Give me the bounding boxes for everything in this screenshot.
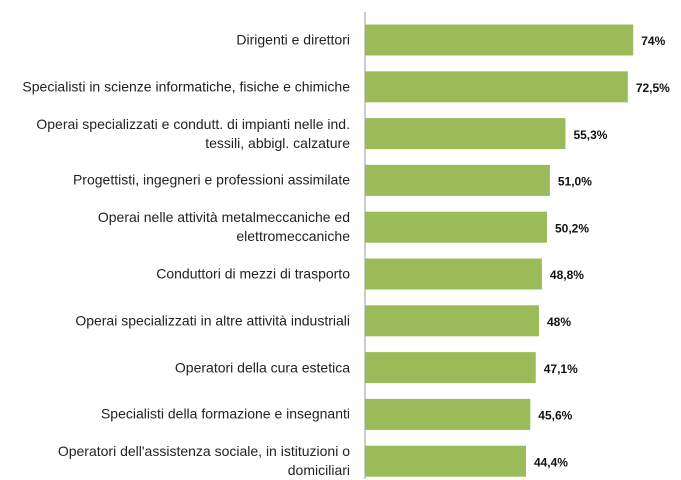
bar (365, 118, 566, 150)
value-label: 51,0% (558, 175, 592, 189)
category-label: Specialisti in scienze informatiche, fis… (22, 78, 350, 95)
value-label: 48,8% (550, 268, 584, 282)
value-label: 48% (547, 315, 571, 329)
bar (365, 258, 542, 290)
category-label: Operai specializzati in altre attività i… (75, 312, 350, 329)
bar (365, 398, 531, 430)
category-label: Dirigenti e direttori (236, 31, 350, 48)
value-label: 47,1% (544, 362, 578, 376)
value-label: 74% (641, 34, 665, 48)
bar (365, 305, 539, 337)
category-label: Specialisti della formazione e insegnant… (100, 405, 350, 422)
value-label: 45,6% (538, 409, 572, 423)
bar (365, 24, 634, 56)
value-label: 50,2% (555, 221, 589, 235)
bar (365, 71, 628, 103)
value-label: 55,3% (573, 128, 607, 142)
category-label: Conduttori di mezzi di trasporto (156, 265, 350, 282)
bar (365, 352, 536, 384)
category-label: Operai specializzati e condutt. di impia… (36, 115, 350, 151)
category-label: Operatori dell'assistenza sociale, in is… (57, 443, 350, 479)
bar (365, 445, 526, 477)
category-label: Operatori della cura estetica (174, 359, 350, 376)
value-label: 44,4% (534, 455, 568, 469)
bar (365, 211, 547, 243)
bar (365, 164, 550, 196)
category-label: Operai nelle attività metalmeccaniche ed… (97, 209, 350, 245)
value-label: 72,5% (636, 81, 670, 95)
category-label: Progettisti, ingegneri e professioni ass… (72, 171, 350, 188)
